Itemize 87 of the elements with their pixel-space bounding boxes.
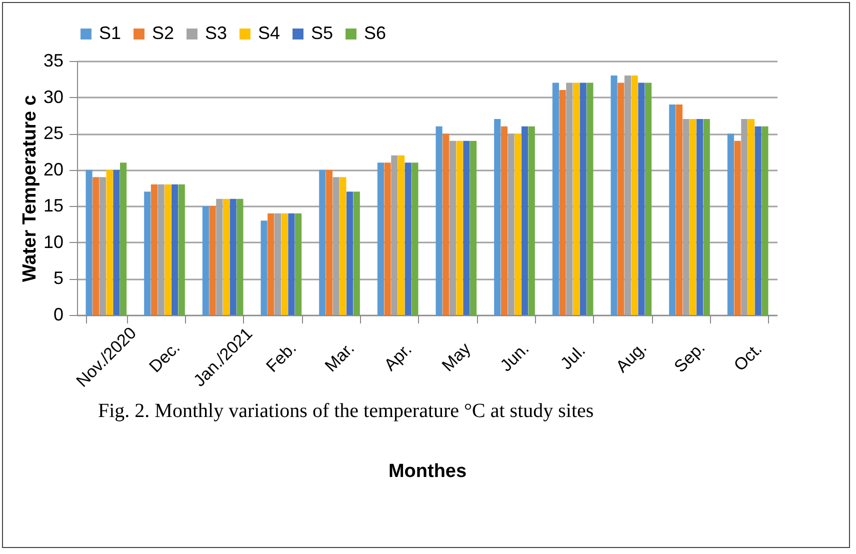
bar [113, 170, 120, 315]
bar [326, 170, 333, 315]
y-tick-label: 0 [53, 304, 64, 324]
bar [703, 119, 710, 315]
x-tick-label: Apr. [380, 340, 416, 375]
legend-label: S1 [99, 23, 122, 43]
bar [521, 126, 528, 315]
x-tick-label: Sep. [670, 338, 709, 376]
legend-label: S4 [258, 23, 280, 43]
bar [164, 184, 172, 315]
y-tick-label: 25 [43, 123, 64, 144]
bar [260, 220, 268, 315]
bar [734, 140, 741, 315]
x-axis-title: Monthes [388, 461, 467, 482]
bar [144, 192, 151, 315]
bar [580, 82, 586, 315]
bar [669, 104, 676, 315]
bar [346, 192, 354, 315]
x-tick-label: Mar. [321, 338, 358, 376]
bar [676, 104, 683, 315]
x-tick-label: May [438, 338, 475, 376]
x-tick-label: Oct. [730, 339, 766, 375]
bar [528, 126, 535, 315]
x-tick-label: Jun. [496, 339, 533, 376]
bar [727, 134, 734, 315]
bar [92, 177, 100, 315]
bar [559, 90, 566, 315]
bar [106, 170, 113, 315]
bar [340, 177, 346, 315]
bar [456, 140, 463, 315]
bar [762, 126, 768, 315]
y-tick-label: 35 [43, 50, 64, 70]
bar [494, 119, 501, 315]
bar [436, 126, 442, 315]
bar [690, 119, 696, 315]
bar [230, 198, 236, 315]
bar [222, 198, 230, 315]
bar [202, 206, 209, 315]
x-tick-label: Feb. [262, 338, 300, 376]
bar [748, 119, 755, 315]
legend-label: S5 [311, 23, 334, 43]
legend-label: S3 [205, 23, 228, 43]
bar [586, 82, 594, 315]
bar [268, 213, 274, 315]
bar [500, 126, 508, 315]
bar [404, 162, 412, 315]
bar [572, 82, 580, 315]
bar [171, 184, 178, 315]
x-tick-label: Aug. [612, 338, 650, 376]
bar [353, 192, 360, 315]
bar [463, 140, 470, 315]
bar [377, 162, 384, 315]
y-tick-label: 15 [43, 196, 64, 216]
bar [552, 82, 559, 315]
legend-label: S6 [364, 23, 386, 43]
bar [209, 206, 216, 315]
bar [150, 184, 158, 315]
bar [398, 155, 405, 315]
bar [120, 162, 127, 315]
bar [470, 140, 477, 315]
x-tick-label: Jul. [556, 341, 590, 374]
bar [645, 82, 652, 315]
legend-label: S2 [152, 23, 174, 43]
y-axis-title: Water Temperature c [19, 94, 40, 282]
bar [295, 213, 302, 315]
bar [514, 134, 522, 315]
bar [281, 213, 288, 315]
bar [288, 213, 295, 315]
bar [696, 119, 704, 315]
bar [754, 126, 762, 315]
bar [618, 82, 624, 315]
y-tick-label: 5 [53, 268, 64, 288]
y-tick-label: 30 [43, 86, 64, 107]
bar [319, 170, 326, 315]
bar [236, 198, 244, 315]
bar [86, 170, 92, 315]
caption: Fig. 2. Monthly variations of the temperature °C at study sites [98, 400, 594, 423]
bar [610, 76, 618, 315]
x-tick-label: Dec. [146, 338, 184, 376]
y-tick-label: 10 [43, 232, 64, 252]
bar [178, 184, 185, 315]
bar [442, 134, 450, 315]
bar [631, 76, 638, 315]
bar [384, 162, 391, 315]
bar [638, 82, 645, 315]
bar [412, 162, 418, 315]
y-tick-label: 20 [43, 159, 64, 180]
